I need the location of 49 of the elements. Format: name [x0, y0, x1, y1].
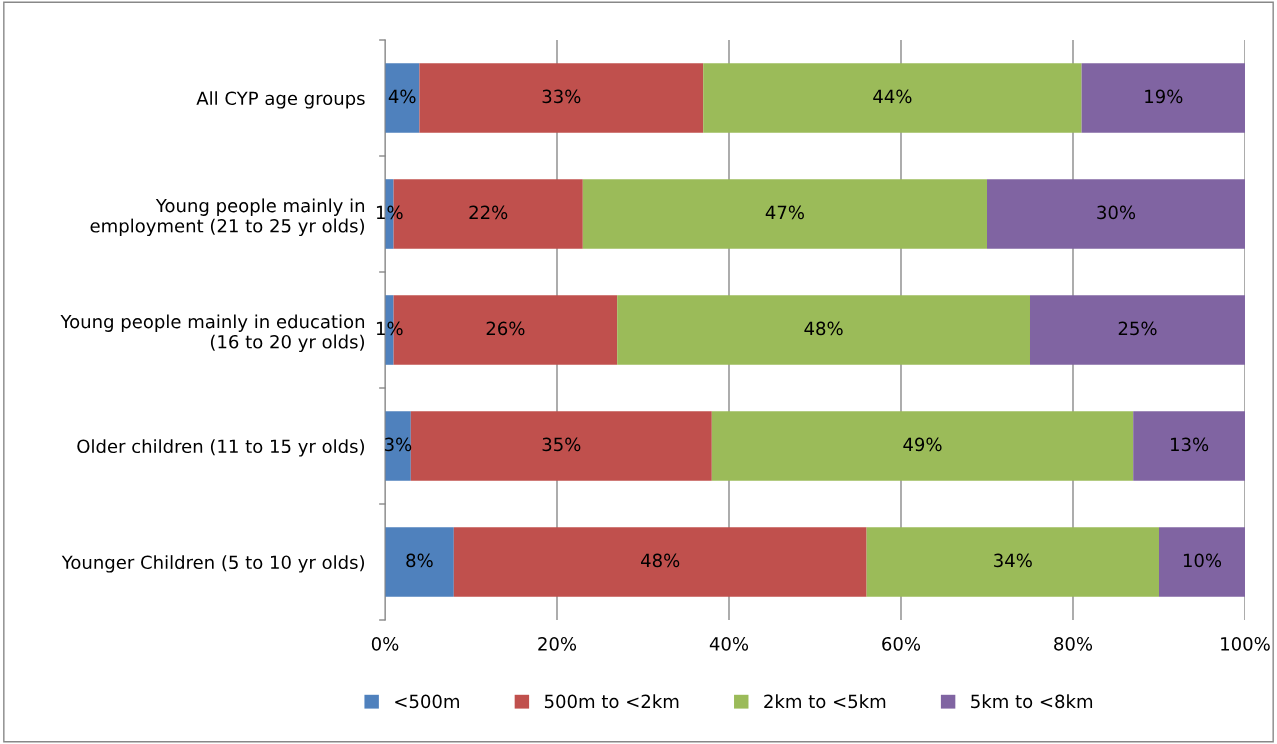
x-tick-label: 40%: [709, 636, 749, 651]
data-label: 35%: [542, 437, 581, 452]
y-tick-label: Young people mainly in education (16 to 20 yr olds): [60, 314, 365, 353]
data-label: 22%: [469, 205, 508, 220]
data-label: 10%: [1183, 553, 1222, 568]
data-label: 26%: [486, 321, 525, 336]
data-label: 34%: [994, 553, 1032, 568]
bar: [385, 63, 420, 133]
bar: [703, 63, 1082, 133]
data-label: 33%: [542, 89, 581, 104]
data-label: 47%: [765, 205, 804, 220]
data-label: 1%: [376, 321, 403, 336]
data-label: 19%: [1145, 89, 1183, 104]
bar: [410, 411, 712, 481]
x-tick-label: 60%: [882, 636, 921, 651]
legend-label: 2km to <5km: [764, 694, 886, 709]
legend-label: 500m to <2km: [544, 694, 679, 709]
data-label: 4%: [388, 89, 416, 104]
x-tick-label: 80%: [1054, 636, 1093, 651]
legend-label: <500m: [395, 694, 459, 709]
y-tick-label: All CYP age groups: [196, 91, 365, 109]
bar: [1081, 63, 1245, 133]
bar: [453, 527, 867, 597]
data-label: 44%: [873, 89, 912, 104]
bar: [1030, 295, 1245, 365]
y-tick-label: Younger Children (5 to 10 yr olds): [61, 555, 365, 573]
bar: [987, 179, 1245, 249]
bar: [1133, 411, 1245, 481]
data-label: 49%: [903, 437, 942, 452]
y-tick-label: Young people mainly in employment (21 to 25 yr olds): [90, 198, 365, 237]
data-label: 48%: [804, 321, 843, 336]
data-label: 25%: [1118, 321, 1157, 336]
bar: [711, 411, 1134, 481]
data-label: 8%: [406, 553, 433, 568]
data-label: 1%: [376, 205, 403, 220]
y-tick-label: Older children (11 to 15 yr olds): [77, 439, 364, 457]
bar: [617, 295, 1030, 365]
bar: [385, 527, 454, 597]
x-tick-label: 100%: [1221, 636, 1270, 651]
bar: [1159, 527, 1245, 597]
bar: [866, 527, 1159, 597]
data-label: 13%: [1171, 437, 1209, 452]
x-tick-label: 20%: [538, 636, 577, 651]
bar: [419, 63, 704, 133]
x-tick-label: 0%: [371, 636, 399, 651]
bar: [582, 179, 987, 249]
data-label: 30%: [1097, 205, 1136, 220]
legend-label: 5km to <8km: [971, 694, 1093, 709]
data-label: 48%: [641, 553, 680, 568]
